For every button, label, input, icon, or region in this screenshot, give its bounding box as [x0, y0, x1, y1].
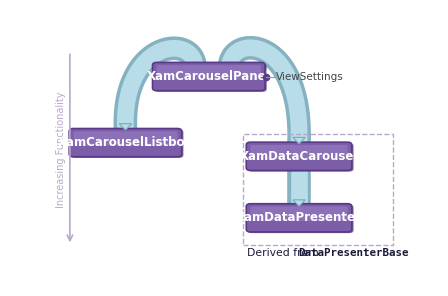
Text: XamDataPresenter: XamDataPresenter: [236, 211, 362, 224]
Polygon shape: [293, 200, 305, 206]
FancyBboxPatch shape: [246, 142, 352, 170]
FancyBboxPatch shape: [248, 205, 353, 233]
Text: Derived from: Derived from: [247, 248, 322, 258]
FancyBboxPatch shape: [152, 62, 265, 91]
FancyBboxPatch shape: [250, 207, 348, 221]
Polygon shape: [293, 137, 305, 144]
Text: XamCarouselListbox: XamCarouselListbox: [58, 136, 193, 149]
FancyBboxPatch shape: [246, 204, 352, 232]
FancyBboxPatch shape: [250, 145, 348, 160]
FancyBboxPatch shape: [69, 128, 182, 157]
Text: XamDataCarousel: XamDataCarousel: [240, 150, 358, 163]
Polygon shape: [119, 124, 132, 130]
Bar: [244, 133, 393, 245]
Text: .: .: [364, 248, 368, 258]
FancyBboxPatch shape: [157, 65, 261, 80]
FancyBboxPatch shape: [154, 64, 267, 92]
Text: XamCarouselPanel: XamCarouselPanel: [147, 70, 271, 83]
Text: ViewSettings: ViewSettings: [276, 72, 344, 81]
FancyBboxPatch shape: [71, 130, 183, 158]
FancyBboxPatch shape: [248, 143, 353, 172]
Text: DataPresenterBase: DataPresenterBase: [298, 248, 409, 258]
FancyBboxPatch shape: [73, 131, 177, 146]
Text: Increasing Functionality: Increasing Functionality: [56, 91, 66, 208]
